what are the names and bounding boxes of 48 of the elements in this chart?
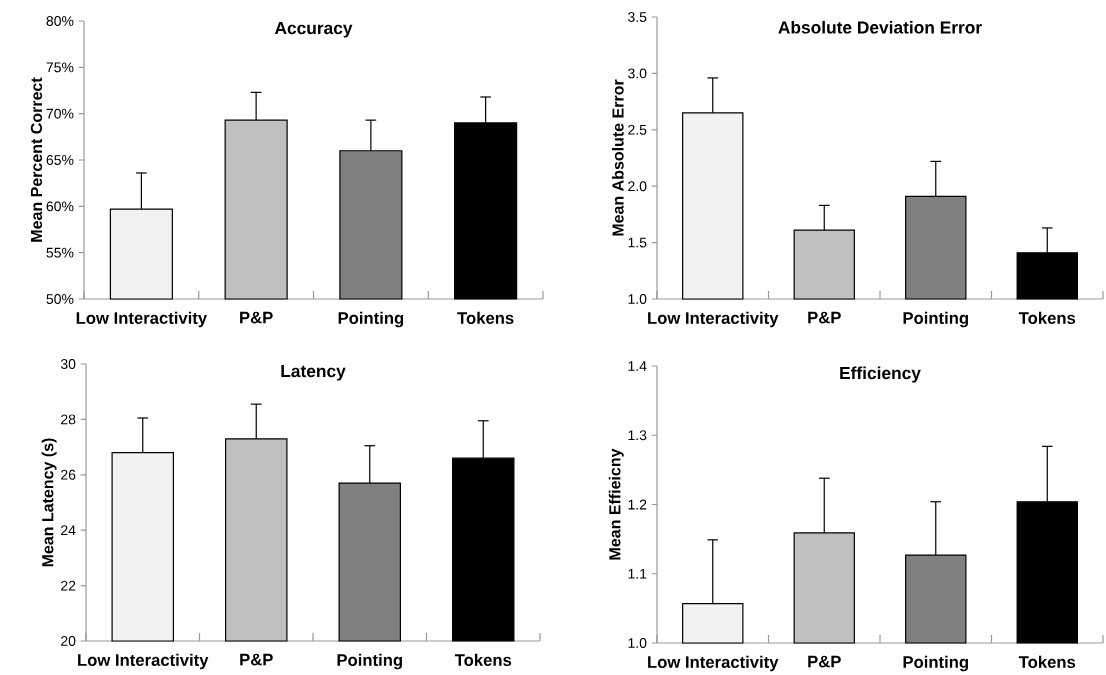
y-tick-label: 60% [46,201,74,212]
y-tick-label: 1.0 [628,294,647,304]
y-axis-title: Mean Latency (s) [41,438,57,567]
y-tick-label: 22 [61,580,76,591]
x-tick-label: Low Interactivity [76,311,208,328]
y-tick-label: 80% [46,16,74,26]
chart-title: Latency [281,365,346,381]
y-tick-label: 2.5 [628,124,647,135]
y-tick-label: 1.2 [628,499,647,510]
x-tick-label: Tokens [454,653,512,666]
y-axis-title: Mean Effieicny [608,448,624,560]
y-tick-label: 3.5 [628,12,647,22]
x-tick-label: Pointing [337,653,402,670]
y-tick-label: 1.3 [628,430,647,441]
x-tick-label: Low Interactivity [78,653,209,670]
x-tick-label: P&P [240,653,273,666]
x-tick-label: Low Interactivity [648,655,779,672]
x-tick-label: Tokens [1018,311,1076,324]
y-tick-label: 24 [61,525,76,536]
chart-title: Accuracy [274,22,353,38]
y-tick-label: 30 [60,359,76,369]
x-tick-label: P&P [808,311,841,324]
y-tick-label: 1.0 [628,638,647,648]
y-tick-label: 28 [61,414,76,425]
chart-title: Efficiency [840,366,921,383]
y-tick-label: 1.1 [628,568,647,579]
y-tick-label: 65% [46,155,74,165]
x-tick-label: Pointing [903,311,968,328]
y-tick-label: 26 [61,469,76,480]
x-tick-label: Pointing [338,311,404,328]
x-tick-label: Tokens [457,311,514,324]
x-tick-label: Pointing [903,655,968,672]
y-tick-label: 20 [61,636,76,646]
y-tick-label: 70% [46,108,74,119]
x-tick-label: Low Interactivity [648,311,779,328]
y-tick-label: 1.5 [628,237,647,248]
y-axis-title: Mean Percent Correct [30,77,43,242]
y-tick-label: 75% [46,62,74,73]
x-tick-label: P&P [240,311,273,324]
x-tick-label: P&P [808,655,841,668]
y-tick-label: 3.0 [628,68,647,79]
y-axis-title: Mean Absolute Error [611,79,624,236]
y-tick-label: 55% [46,247,74,258]
y-tick-label: 1.4 [628,361,647,371]
x-tick-label: Tokens [1018,655,1076,668]
y-tick-label: 2.0 [628,181,647,192]
y-tick-label: 50% [46,294,74,304]
chart-title: Absolute Deviation Error [778,20,982,34]
